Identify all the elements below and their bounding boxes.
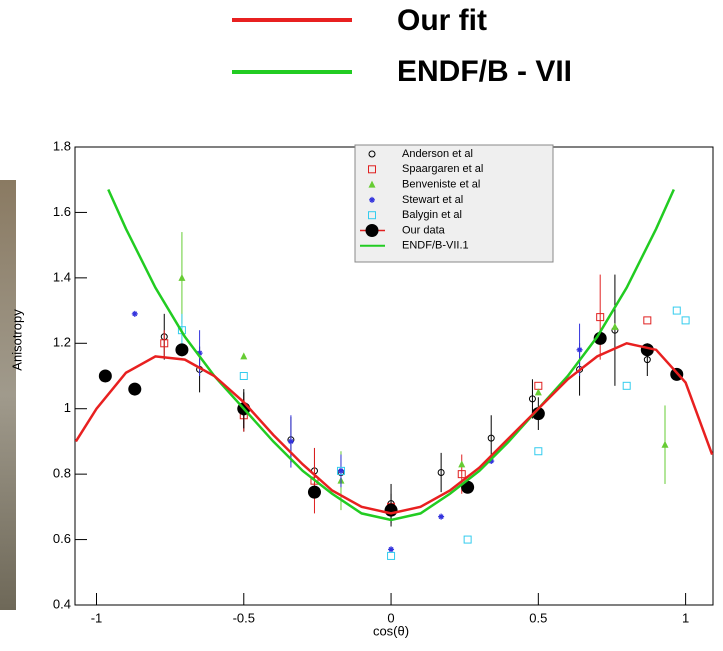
legend-label: Spaargaren et al: [402, 163, 483, 175]
data-point: [128, 382, 142, 396]
data-point: [336, 466, 345, 475]
data-point: [596, 313, 605, 322]
data-point: [457, 470, 466, 479]
x-tick-label: -1: [91, 610, 103, 625]
legend-swatch: [368, 211, 376, 220]
data-point: [463, 535, 472, 544]
data-point: [488, 458, 495, 465]
legend-swatch: [365, 224, 379, 237]
y-tick-label: 1: [64, 400, 71, 415]
y-tick-label: 1.6: [53, 204, 71, 219]
data-point: [622, 381, 631, 390]
legend-label: Stewart et al: [402, 194, 463, 206]
data-point: [337, 467, 344, 474]
legend-label: Our fit: [397, 4, 487, 37]
data-point: [487, 434, 495, 442]
legend-label: Anderson et al: [402, 148, 473, 160]
fit-curve: [107, 189, 675, 522]
legend-swatch: [368, 150, 376, 158]
data-point: [160, 339, 169, 348]
y-tick-label: 0.4: [53, 596, 71, 611]
y-tick-label: 0.6: [53, 531, 71, 546]
data-point: [307, 485, 321, 499]
y-axis-label: Anisotropy: [9, 309, 24, 371]
y-tick-label: 1.4: [53, 269, 71, 284]
y-tick-label: 0.8: [53, 466, 71, 481]
data-point: [98, 369, 112, 383]
x-axis-label: cos(θ): [373, 623, 409, 638]
x-tick-label: -0.5: [233, 610, 255, 625]
x-tick-label: 0.5: [529, 610, 547, 625]
photo-edge: [0, 180, 16, 610]
data-point: [388, 546, 395, 553]
y-tick-label: 1.8: [53, 138, 71, 153]
x-tick-label: 1: [682, 610, 689, 625]
legend-label: Our data: [402, 224, 446, 236]
data-point: [131, 310, 138, 317]
data-point: [611, 322, 619, 330]
data-point: [438, 513, 445, 520]
y-tick-label: 1.2: [53, 335, 71, 350]
data-point: [310, 476, 319, 485]
data-point: [528, 395, 536, 403]
data-point: [576, 346, 583, 353]
data-point: [458, 460, 466, 468]
data-point: [672, 306, 681, 315]
x-tick-label: 0: [387, 610, 394, 625]
legend-label: ENDF/B - VII: [397, 55, 572, 88]
legend-label: Benveniste et al: [402, 179, 480, 191]
data-point: [437, 469, 445, 477]
data-point: [534, 447, 543, 456]
data-point: [178, 273, 186, 281]
data-point: [387, 551, 396, 560]
data-point: [643, 356, 651, 364]
data-point: [661, 440, 669, 448]
data-point: [287, 438, 294, 445]
fit-curve: [74, 341, 714, 515]
data-point: [175, 343, 189, 357]
legend-label: ENDF/B-VII.1: [402, 240, 469, 252]
legend-swatch: [369, 196, 375, 203]
legend-box: [354, 144, 554, 263]
data-point: [239, 372, 248, 380]
legend-swatch: [368, 180, 376, 188]
legend-swatch: [368, 165, 376, 174]
legend-label: Balygin et al: [402, 209, 462, 221]
data-point: [681, 316, 690, 325]
data-point: [240, 352, 248, 360]
data-point: [643, 316, 652, 325]
data-point: [196, 350, 203, 357]
data-point: [534, 388, 542, 396]
